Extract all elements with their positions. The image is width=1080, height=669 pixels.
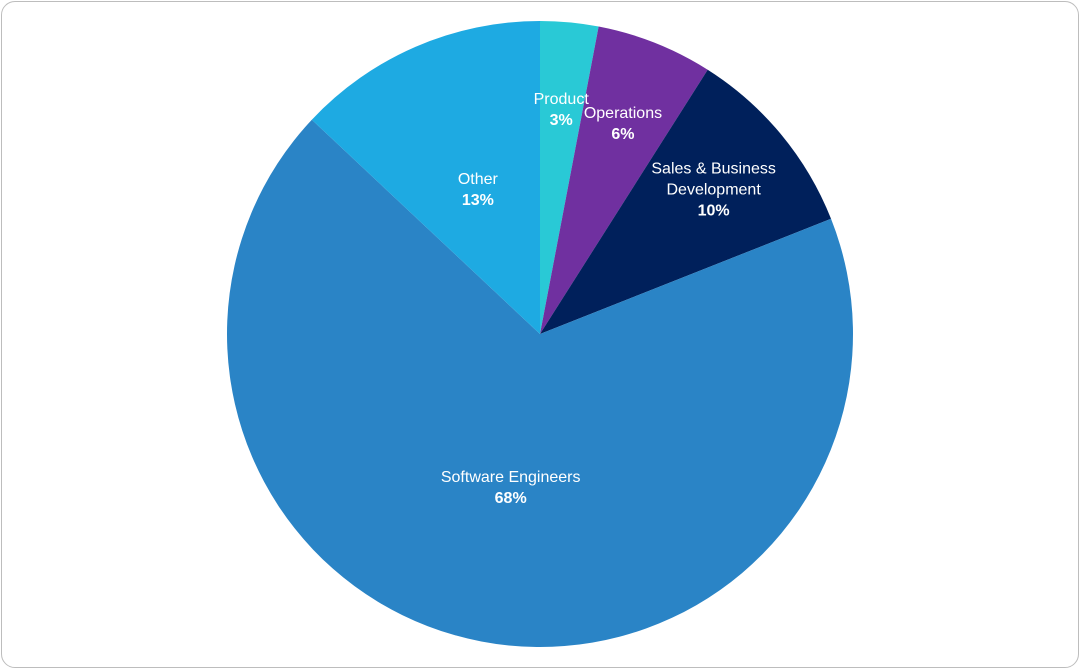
category-label: Software Engineers (440, 468, 581, 486)
value-label: 13% (461, 192, 494, 210)
pie-slice (227, 119, 853, 648)
slice-label: Other 13% (458, 169, 498, 211)
pie-slice (540, 69, 832, 335)
slice-label: Software Engineers 68% (441, 467, 581, 509)
value-label: 10% (697, 202, 730, 220)
slice-label: Sales & Business Development 10% (629, 159, 799, 222)
value-label: 3% (549, 111, 573, 129)
pie-slice (540, 26, 708, 334)
category-label: Operations (583, 105, 663, 123)
value-label: 68% (494, 489, 527, 507)
slice-label: Operations 6% (584, 103, 662, 145)
value-label: 6% (611, 126, 635, 144)
pie-slice (540, 21, 599, 334)
category-label: Other (457, 171, 498, 189)
slice-label: Product 3% (534, 89, 589, 131)
pie-slice (311, 21, 540, 334)
category-label: Sales & Business Development (651, 160, 776, 199)
category-label: Product (533, 90, 589, 108)
